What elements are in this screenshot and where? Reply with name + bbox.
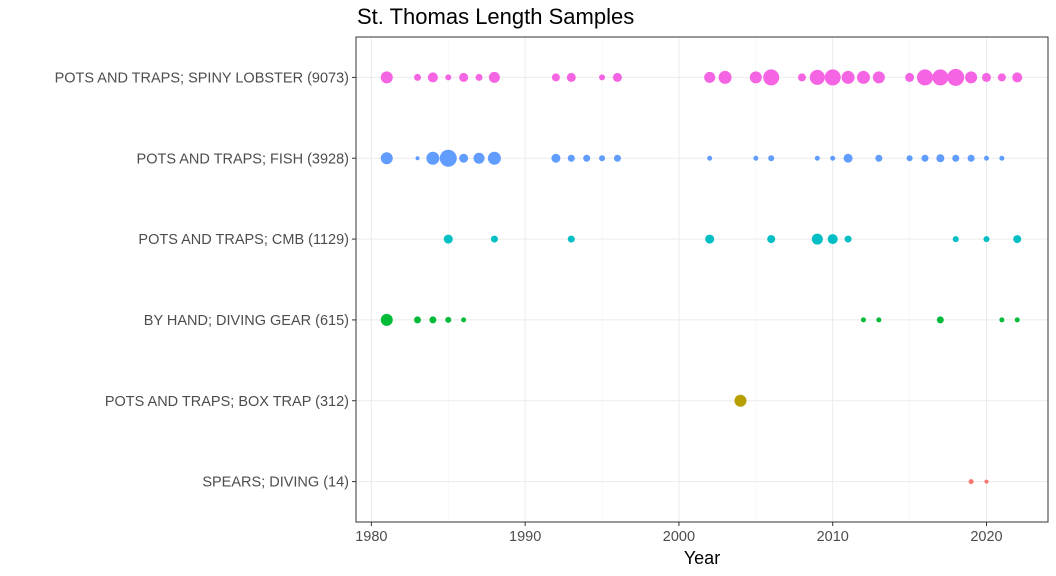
- data-point: [567, 235, 575, 243]
- data-point: [461, 317, 467, 323]
- data-point: [1013, 235, 1022, 244]
- data-point: [473, 152, 485, 164]
- data-point: [872, 71, 885, 84]
- data-point: [916, 69, 933, 86]
- data-point: [997, 73, 1006, 82]
- data-point: [707, 155, 713, 161]
- chart-title: St. Thomas Length Samples: [357, 4, 635, 29]
- data-point: [1014, 317, 1020, 323]
- data-point: [767, 235, 776, 244]
- data-point: [827, 234, 838, 245]
- data-point: [445, 316, 452, 323]
- data-point: [981, 72, 991, 82]
- data-point: [380, 71, 393, 84]
- x-tick-label: 2020: [970, 529, 1002, 545]
- data-point: [905, 72, 915, 82]
- data-point: [753, 155, 759, 161]
- y-tick-label: POTS AND TRAPS; SPINY LOBSTER (9073): [55, 70, 349, 86]
- data-point: [830, 155, 836, 161]
- data-point: [809, 69, 825, 85]
- data-point: [763, 69, 780, 86]
- data-point: [968, 479, 974, 485]
- data-point: [443, 234, 453, 244]
- data-point: [811, 233, 823, 245]
- data-point: [967, 154, 975, 162]
- x-tick-label: 1980: [355, 529, 387, 545]
- data-point: [921, 154, 929, 162]
- data-point: [906, 155, 913, 162]
- data-point: [704, 71, 716, 83]
- data-point: [475, 73, 483, 81]
- data-point: [952, 236, 959, 243]
- data-point: [984, 479, 989, 484]
- data-point: [965, 71, 978, 84]
- data-point: [612, 72, 622, 82]
- data-point: [488, 71, 500, 83]
- data-point: [824, 69, 841, 86]
- axes: 1980 1990 2000 2010 2020 SPEARS; DIVING (14) P…: [55, 70, 1003, 545]
- data-point: [797, 73, 806, 82]
- data-point: [439, 149, 457, 167]
- data-points: [380, 68, 1023, 485]
- data-point: [843, 153, 853, 163]
- data-point: [936, 316, 944, 324]
- y-tick-label: POTS AND TRAPS; BOX TRAP (312): [105, 394, 349, 410]
- data-point: [936, 154, 945, 163]
- data-point: [999, 317, 1005, 323]
- data-point: [876, 317, 882, 323]
- data-point: [599, 74, 606, 81]
- data-point: [768, 155, 775, 162]
- data-point: [459, 72, 469, 82]
- data-point: [459, 153, 469, 163]
- x-tick-label: 2010: [817, 529, 849, 545]
- x-tick-label: 2000: [663, 529, 695, 545]
- data-point: [983, 155, 989, 161]
- data-point: [445, 74, 452, 81]
- y-tick-label: POTS AND TRAPS; FISH (3928): [137, 151, 349, 167]
- data-point: [566, 72, 576, 82]
- data-point: [1012, 72, 1023, 83]
- data-point: [856, 70, 870, 84]
- data-point: [718, 70, 732, 84]
- data-point: [749, 71, 762, 84]
- data-point: [613, 154, 621, 162]
- data-point: [952, 154, 960, 162]
- data-point: [414, 73, 422, 81]
- grid-lines: [356, 37, 1048, 522]
- plot-border: [355, 36, 1049, 523]
- data-point: [487, 151, 501, 165]
- plot-panel: [356, 37, 1048, 522]
- x-tick-label: 1990: [509, 529, 541, 545]
- y-tick-label: BY HAND; DIVING GEAR (615): [144, 313, 349, 329]
- data-point: [551, 153, 561, 163]
- data-point: [380, 152, 393, 165]
- data-point: [983, 236, 990, 243]
- data-point: [705, 234, 715, 244]
- data-point: [426, 151, 440, 165]
- data-point: [932, 69, 949, 86]
- data-point: [427, 72, 438, 83]
- data-point: [429, 316, 437, 324]
- data-point: [567, 154, 575, 162]
- y-tick-label: SPEARS; DIVING (14): [202, 475, 349, 491]
- data-point: [734, 394, 747, 407]
- data-point: [414, 316, 422, 324]
- data-point: [415, 156, 420, 161]
- data-point: [860, 317, 866, 323]
- data-point: [875, 154, 883, 162]
- y-tick-label: POTS AND TRAPS; CMB (1129): [138, 232, 349, 248]
- data-point: [947, 68, 965, 86]
- data-point: [999, 155, 1005, 161]
- data-point: [844, 235, 852, 243]
- data-point: [583, 154, 591, 162]
- data-point: [551, 73, 560, 82]
- data-point: [814, 155, 820, 161]
- data-point: [380, 313, 393, 326]
- data-point: [841, 70, 855, 84]
- x-axis-title: Year: [684, 548, 720, 568]
- data-point: [599, 155, 606, 162]
- data-point: [490, 235, 498, 243]
